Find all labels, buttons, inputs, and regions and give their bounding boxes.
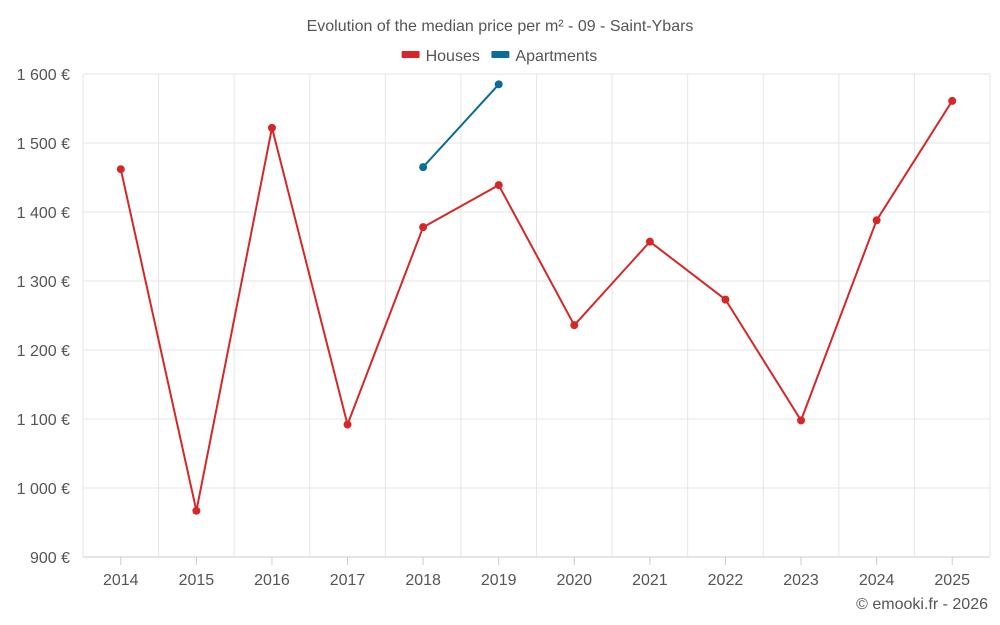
- y-tick-label: 1 300 €: [17, 274, 70, 291]
- x-tick-label: 2014: [103, 572, 139, 589]
- data-point[interactable]: [192, 506, 201, 515]
- data-point[interactable]: [494, 80, 503, 89]
- legend-item-apartments[interactable]: Apartments: [491, 48, 597, 65]
- y-tick-label: 1 200 €: [17, 343, 70, 360]
- x-tick-label: 2024: [859, 572, 895, 589]
- grid: [82, 73, 991, 558]
- series-line: [119, 99, 954, 512]
- x-tick-label: 2019: [481, 572, 517, 589]
- data-point[interactable]: [948, 96, 957, 105]
- data-point[interactable]: [267, 123, 276, 132]
- y-tick-label: 1 500 €: [17, 136, 70, 153]
- x-tick-label: 2018: [405, 572, 441, 589]
- data-point[interactable]: [721, 295, 730, 304]
- x-tick-label: 2016: [254, 572, 290, 589]
- data-point[interactable]: [570, 321, 579, 330]
- x-tick-label: 2023: [783, 572, 819, 589]
- data-point[interactable]: [494, 181, 503, 190]
- data-point[interactable]: [419, 163, 428, 172]
- series-apartments: [419, 80, 503, 172]
- series-line: [422, 83, 500, 169]
- data-point[interactable]: [419, 223, 428, 232]
- data-point[interactable]: [872, 216, 881, 225]
- axes: 900 € 1 000 € 1 100 € 1 200 € 1 300 € 1 400 €…: [17, 67, 970, 589]
- x-tick-label: 2021: [632, 572, 668, 589]
- y-tick-label: 900 €: [30, 550, 70, 567]
- x-tick-label: 2020: [556, 572, 592, 589]
- credit-text: © emooki.fr - 2026: [856, 596, 988, 613]
- data-point[interactable]: [116, 165, 125, 174]
- series-houses: [116, 96, 957, 515]
- legend-swatch: [401, 51, 420, 58]
- series-group: [116, 80, 957, 515]
- x-tick-label: 2015: [179, 572, 215, 589]
- legend-swatch: [491, 51, 510, 58]
- data-point[interactable]: [343, 420, 352, 429]
- x-tick-label: 2025: [934, 572, 970, 589]
- y-tick-label: 1 100 €: [17, 412, 70, 429]
- chart-title: Evolution of the median price per m² - 0…: [307, 18, 694, 35]
- data-point[interactable]: [645, 237, 654, 246]
- legend-item-houses[interactable]: Houses: [401, 48, 480, 65]
- x-tick-label: 2022: [708, 572, 744, 589]
- legend-label: Houses: [426, 48, 480, 65]
- y-tick-label: 1 000 €: [17, 481, 70, 498]
- data-point[interactable]: [797, 416, 806, 425]
- x-tick-label: 2017: [330, 572, 366, 589]
- y-tick-label: 1 600 €: [17, 67, 70, 84]
- legend-label: Apartments: [515, 48, 597, 65]
- legend: Houses Apartments: [401, 48, 597, 65]
- y-tick-label: 1 400 €: [17, 205, 70, 222]
